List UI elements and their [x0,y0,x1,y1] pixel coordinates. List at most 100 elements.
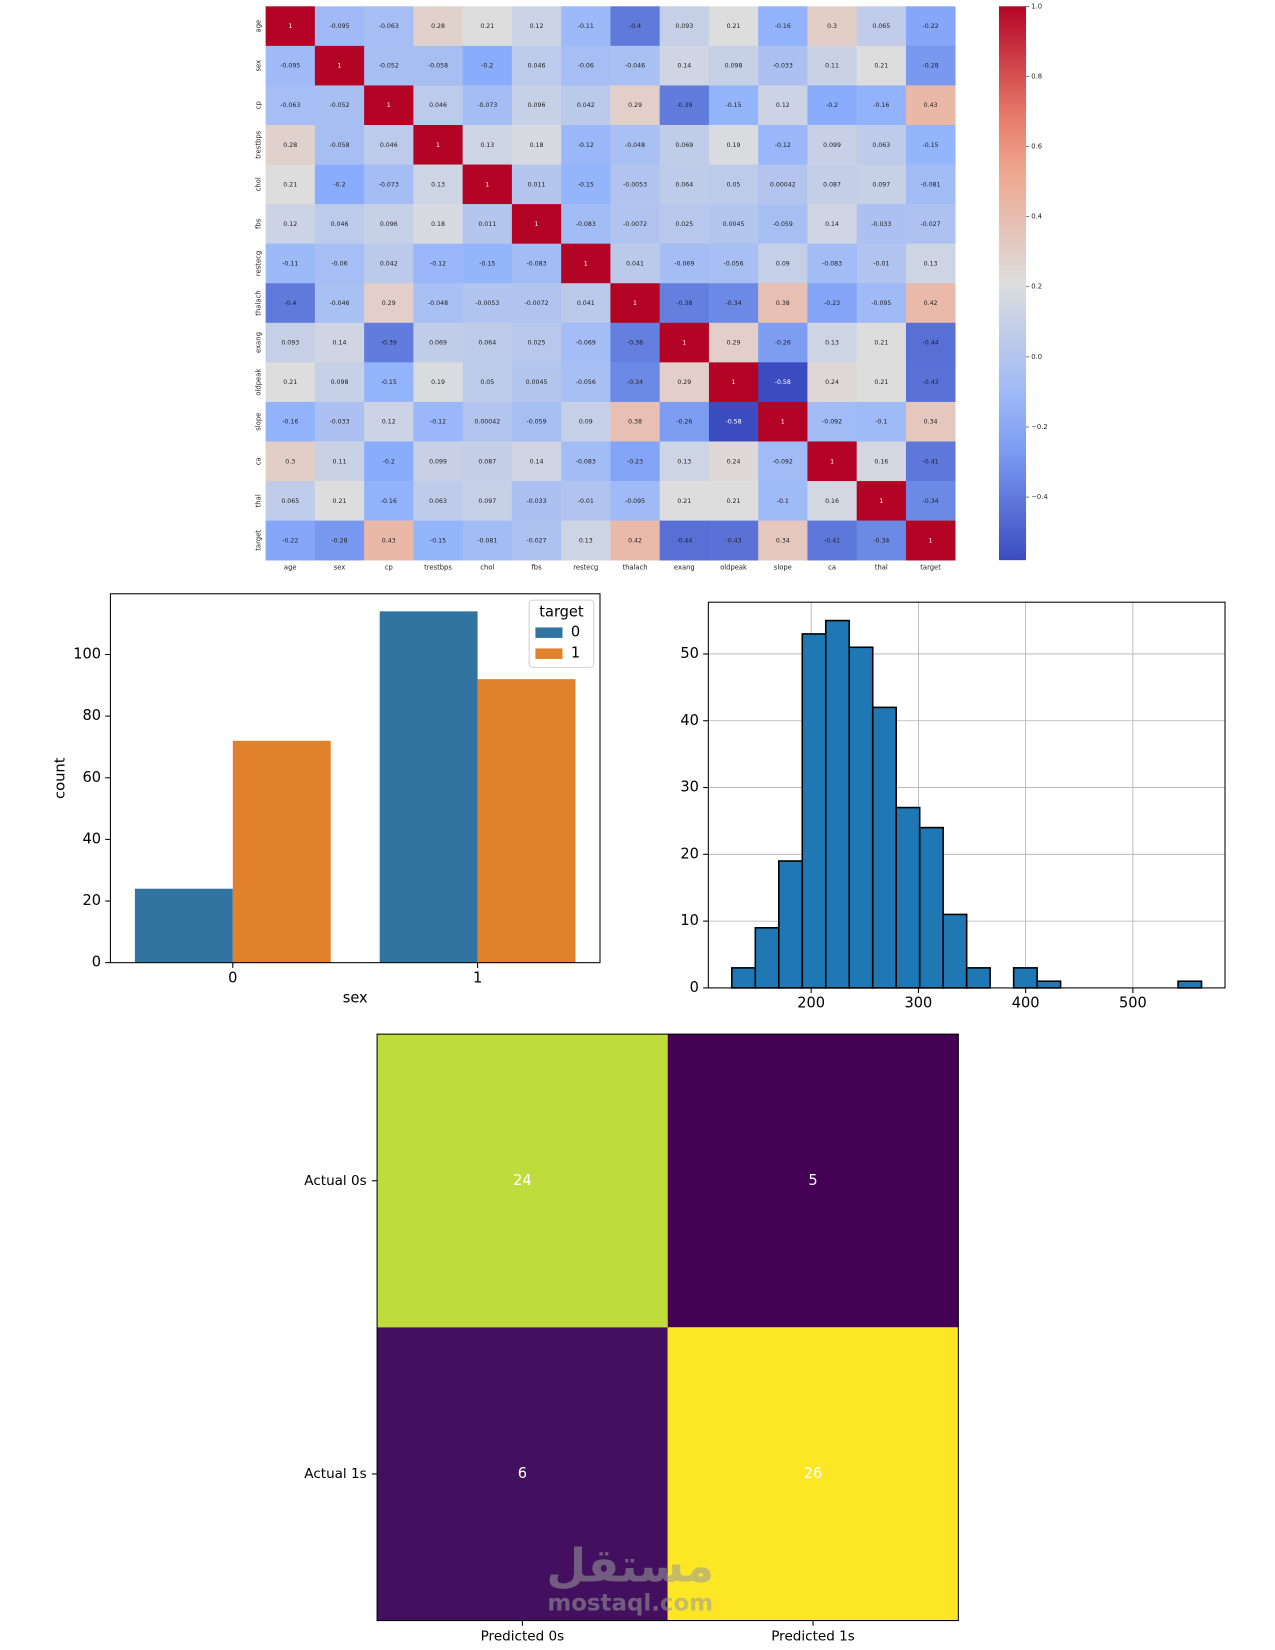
heatmap-cell [413,124,463,165]
heatmap-cell [659,401,710,442]
x-tick-label: thalach [622,563,647,571]
cell-label: -0.059 [773,221,793,228]
cell-label: 24 [513,1172,532,1189]
heatmap-cell [462,283,513,324]
heatmap-cell [659,481,710,521]
heatmap-cell [462,441,513,482]
cell-label: 0.13 [480,142,494,149]
heatmap-cell [659,45,710,86]
x-tick-label: slope [774,563,792,571]
heatmap-cell [659,164,710,205]
heatmap-cell [561,164,611,205]
heatmap-cell [905,401,956,442]
cell-label: -0.033 [871,221,891,228]
heatmap-cell [610,6,660,47]
heatmap-cell [462,401,513,442]
cell-label: 0.041 [626,260,644,267]
heatmap-cell [561,322,611,363]
cell-label: 1 [781,419,785,426]
cell-label: -0.058 [329,142,349,149]
plot-frame [376,1033,959,1622]
cell-label: 0.13 [924,260,938,267]
y-tick-label: 0 [690,979,699,996]
cell-label: 0.11 [333,458,347,465]
cell-label: 1 [535,221,539,228]
cell-label: 0.16 [825,498,839,505]
heatmap-cell [314,85,365,126]
legend-label: 1 [571,645,580,662]
cell-label: -0.16 [775,23,791,30]
cell-label: -0.44 [676,537,692,544]
heatmap-cell [561,520,611,561]
cell-label: -0.41 [824,537,840,544]
x-tick-label: Predicted 0s [481,1628,565,1644]
plot-frame [109,593,601,964]
cell-label: -0.033 [329,419,349,426]
cell-label: 0.18 [431,221,445,228]
y-tick-label: 20 [82,892,101,909]
heatmap-cell [265,322,316,363]
y-tick-label: 80 [82,707,101,724]
cell-label: -0.083 [526,260,546,267]
heatmap-cell [511,6,562,47]
heatmap-cell [905,520,956,561]
heatmap-cell [758,481,808,521]
heatmap-cell [758,164,808,205]
cell-label: -0.28 [923,63,939,70]
cell-label: 6 [518,1465,527,1482]
y-tick-label: trestbps [254,130,262,158]
cell-label: -0.12 [775,142,791,149]
cell-label: -0.069 [576,340,596,347]
cell-label: 0.28 [283,142,297,149]
x-tick-label: 400 [1012,995,1040,1012]
cell-label: 0.097 [478,498,496,505]
cell-label: 0.38 [776,300,790,307]
cell-label: 0.046 [380,142,398,149]
cell-label: 0.05 [480,379,494,386]
heatmap-cell [856,243,907,284]
heatmap-cell [314,6,365,47]
cell-label: -0.095 [329,23,349,30]
heatmap-cell [610,45,660,86]
heatmap-cell [561,283,611,324]
heatmap-cell [905,204,956,244]
cell-label: -0.01 [578,498,594,505]
y-tick-label: oldpeak [254,369,262,396]
heatmap-cell [462,481,513,521]
heatmap-cell [856,322,907,363]
cell-label: 0.025 [675,221,693,228]
cell-label: -0.43 [923,379,939,386]
cell-label: 0.14 [333,340,347,347]
cell-label: -0.027 [526,537,546,544]
heatmap-cell [659,322,710,363]
y-tick-label: 40 [680,712,699,729]
heatmap-cell [265,283,316,324]
cell-label: 0.046 [528,63,546,70]
heatmap-cell [610,520,660,561]
heatmap-cell [758,124,808,165]
heatmap-cell [265,124,316,165]
heatmap-cell [905,243,956,284]
cell-label: -0.2 [383,458,395,465]
heatmap-cell [807,164,858,205]
cell-label: 0.21 [727,498,741,505]
heatmap-cell [807,520,858,561]
heatmap-cell [413,362,463,403]
cell-label: 0.025 [528,340,546,347]
heatmap-cell [561,362,611,403]
heatmap-cell [659,243,710,284]
x-tick-label: restecg [573,563,598,571]
cell-label: -0.1 [875,419,887,426]
matrix-cell [377,1034,668,1328]
y-tick-label: age [254,20,262,33]
y-tick-label: ca [254,457,262,465]
x-tick-label: oldpeak [720,563,747,571]
heatmap-cell [364,401,414,442]
heatmap-cell [708,362,759,403]
heatmap-cell [807,283,858,324]
cell-label: -0.073 [477,102,497,109]
heatmap-cell [708,401,759,442]
heatmap-cell [807,85,858,126]
plot-frame [707,601,1226,989]
